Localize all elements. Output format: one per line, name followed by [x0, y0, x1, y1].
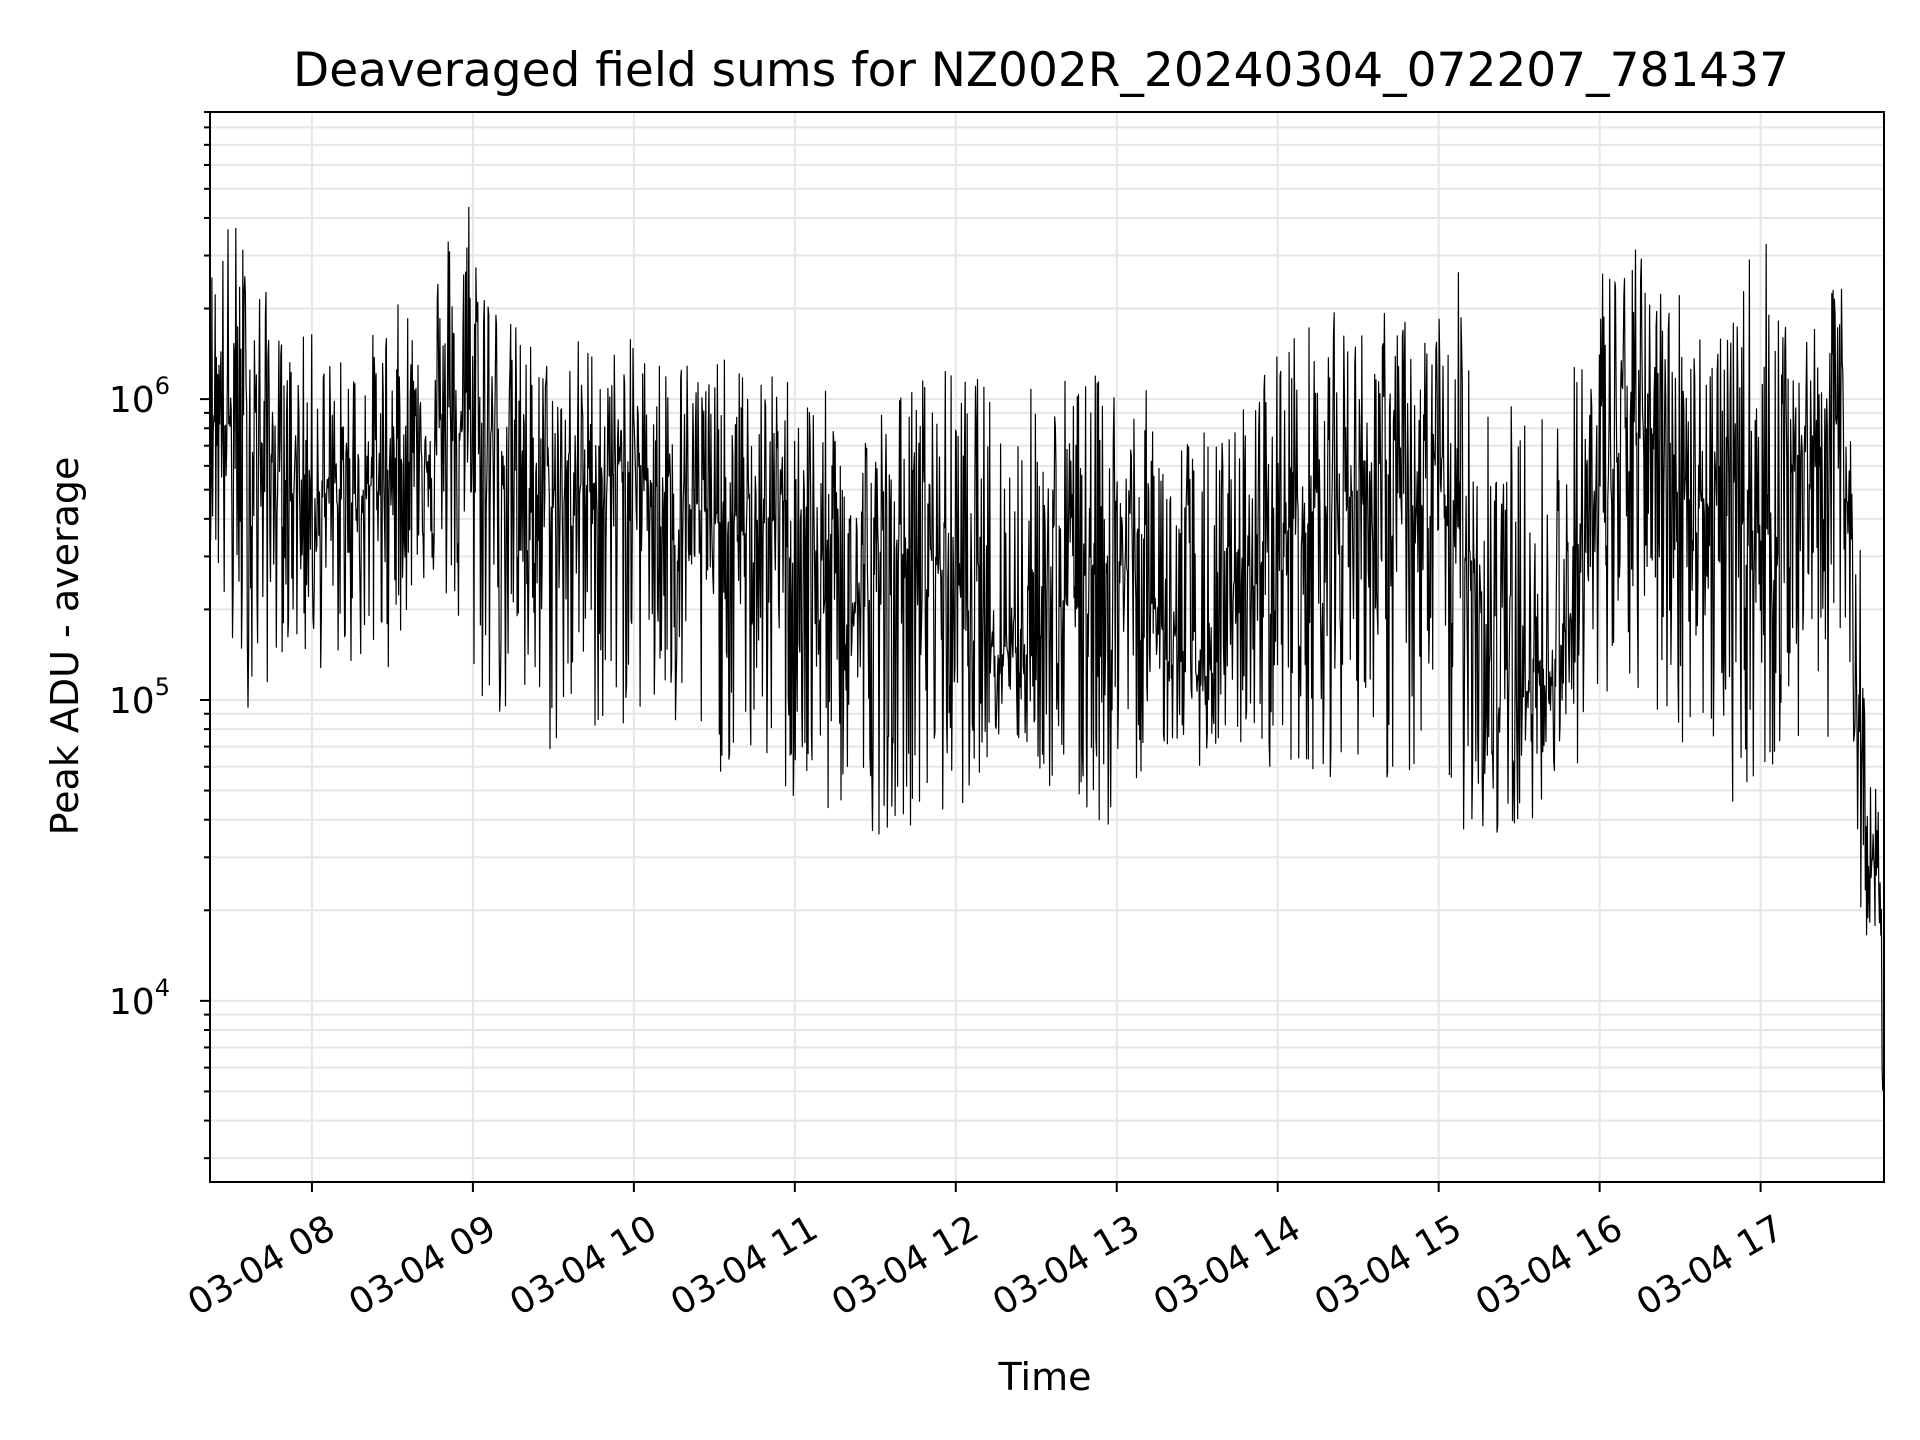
- y-tick-label: 105: [109, 673, 170, 722]
- y-tick-exponent: 6: [155, 372, 170, 400]
- y-tick-label: 104: [109, 974, 170, 1023]
- series-line: [209, 206, 1885, 1139]
- y-tick-label: 106: [109, 372, 170, 421]
- chart-title: Deaveraged field sums for NZ002R_2024030…: [293, 43, 1789, 98]
- y-tick-base: 10: [109, 380, 155, 421]
- major-gridlines: [210, 112, 1884, 1182]
- y-tick-base: 10: [109, 681, 155, 722]
- y-tick-base: 10: [109, 982, 155, 1023]
- series-polyline: [209, 206, 1885, 1139]
- y-tick-exponent: 5: [155, 673, 170, 701]
- y-axis-label: Peak ADU - average: [43, 457, 87, 836]
- x-axis-label: Time: [998, 1355, 1092, 1399]
- y-tick-exponent: 4: [155, 974, 170, 1002]
- plot-area-border: [209, 111, 1885, 1183]
